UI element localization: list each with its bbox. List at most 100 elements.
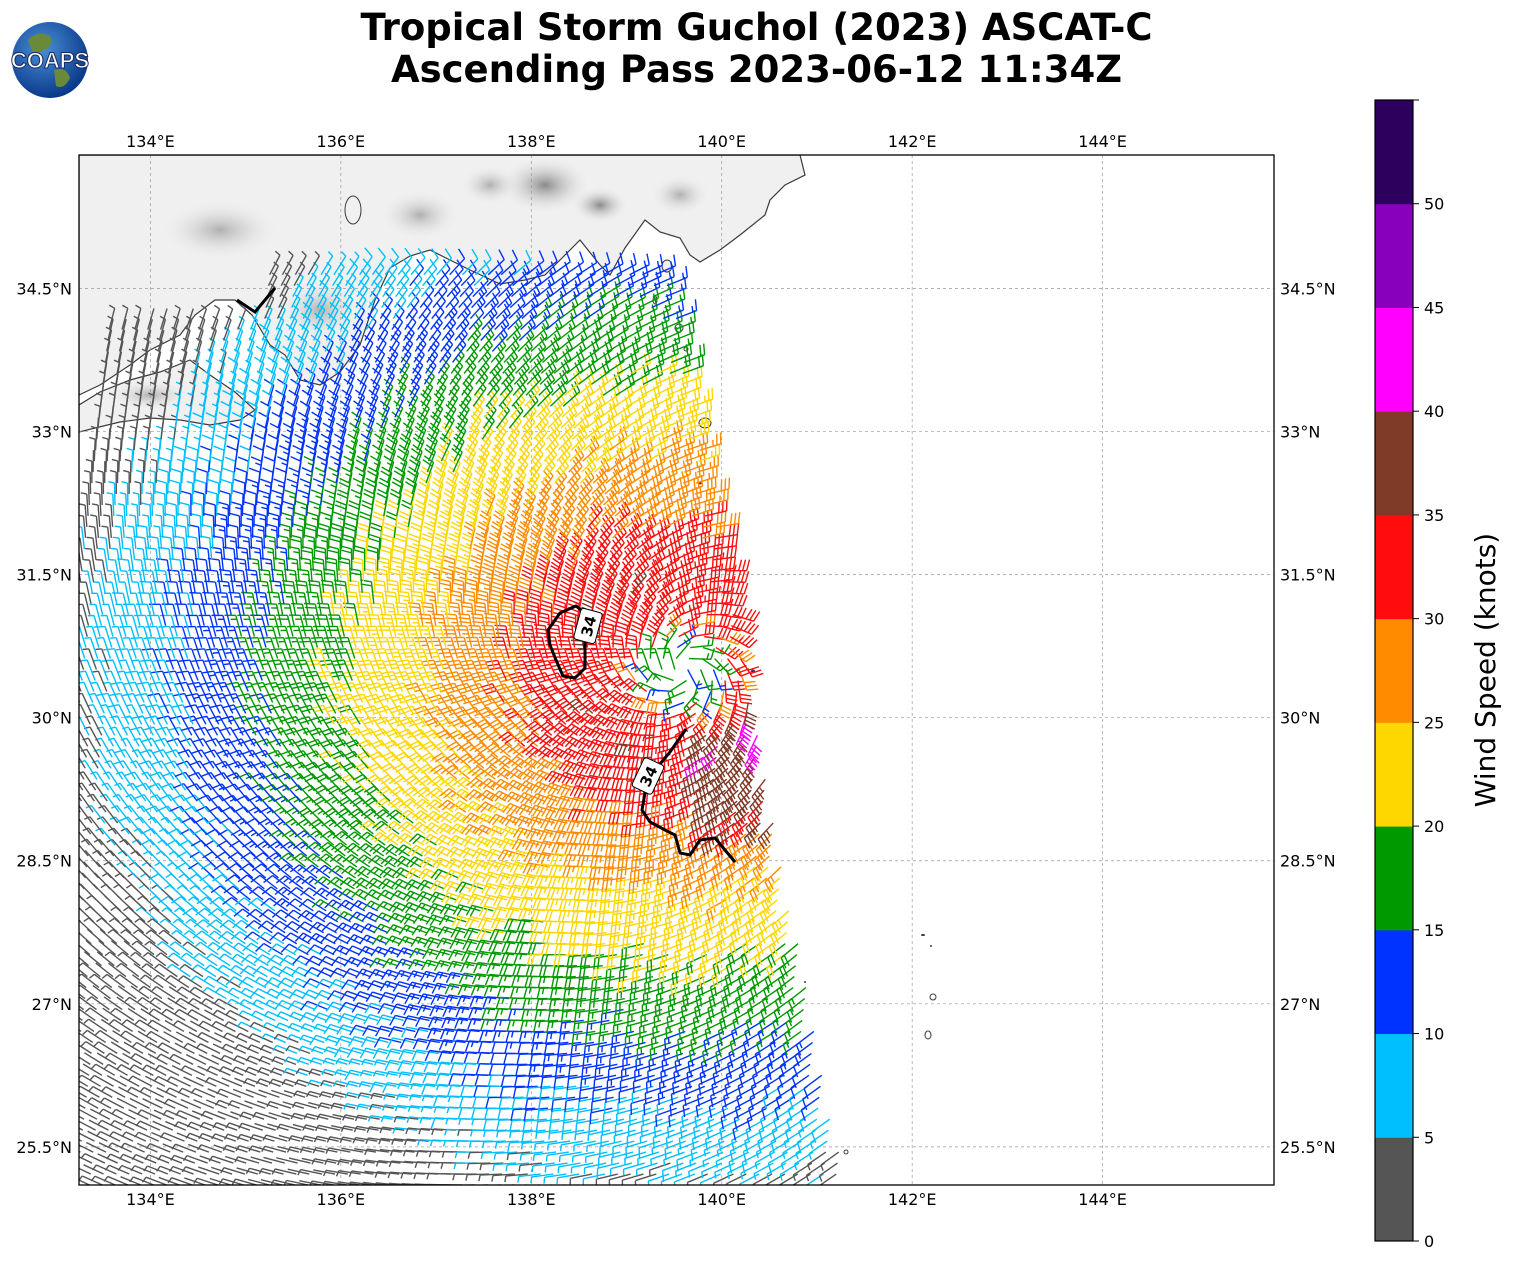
wind-barb (72, 638, 85, 659)
wind-barb (624, 1042, 645, 1059)
wind-barb (784, 1130, 803, 1148)
wind-barb (97, 817, 116, 834)
wind-barb (92, 851, 112, 867)
wind-barb (545, 910, 570, 921)
wind-barb (464, 1052, 490, 1063)
wind-barb (84, 817, 103, 834)
lat-tick-label-right: 33°N (1280, 423, 1320, 442)
island (925, 1031, 931, 1039)
wind-barb (491, 1053, 516, 1064)
wind-barb (744, 702, 756, 729)
island (930, 994, 936, 1000)
wind-barb (128, 873, 149, 888)
wind-barb (83, 828, 103, 845)
wind-barb (512, 976, 537, 987)
wind-barb (501, 1075, 526, 1087)
lat-tick-label-right: 30°N (1280, 709, 1320, 728)
wind-barb (605, 1097, 627, 1114)
wind-barb (350, 638, 368, 659)
wind-barb (156, 851, 177, 867)
wind-barb (414, 335, 426, 362)
wind-barb (375, 638, 393, 659)
wind-barb (379, 303, 391, 330)
wind-barb (569, 686, 594, 702)
colorbar-bin (1375, 204, 1413, 308)
wind-barb (629, 735, 654, 746)
wind-barb (601, 1130, 623, 1147)
wind-barb (556, 933, 581, 945)
wind-barb (542, 944, 567, 955)
wind-barb (518, 1174, 541, 1183)
wind-barb (628, 1010, 649, 1027)
wind-barb (522, 1010, 547, 1021)
wind-barb (634, 1075, 655, 1093)
wind-barb (89, 783, 107, 801)
wind-barb (539, 966, 564, 977)
wind-barb (623, 1053, 644, 1070)
wind-barb (129, 862, 150, 878)
wind-barb (392, 478, 403, 505)
wind-barb (631, 1097, 652, 1115)
wind-barb (540, 544, 552, 571)
wind-barb (475, 1075, 500, 1086)
wind-barb (503, 1064, 528, 1076)
wind-barb (66, 761, 84, 780)
colorbar-bin (1375, 307, 1413, 411)
wind-barb (297, 1057, 321, 1064)
wind-barb (764, 1185, 783, 1202)
wind-barb (603, 1108, 625, 1125)
wind-barb (84, 862, 99, 878)
wind-barb (707, 604, 732, 615)
wind-barb (647, 620, 659, 647)
wind-barb (155, 862, 176, 877)
lat-tick-label-left: 28.5°N (16, 852, 72, 871)
wind-barb (169, 638, 187, 659)
wind-barb (492, 1042, 517, 1053)
wind-barb (632, 1086, 653, 1104)
wind-barb (711, 680, 722, 706)
wind-barb (182, 638, 200, 659)
wind-barb (123, 907, 145, 922)
wind-barb (721, 594, 747, 605)
wind-barb (635, 1064, 656, 1082)
lat-tick-label-right: 34.5°N (1280, 280, 1336, 299)
wind-barb (474, 1086, 499, 1097)
wind-barb (647, 1185, 668, 1198)
lat-tick-label-right: 25.5°N (1280, 1138, 1336, 1157)
wind-barb (494, 1020, 519, 1031)
wind-barb (607, 1075, 629, 1091)
wind-barb (646, 673, 673, 682)
colorbar-tick-label: 50 (1424, 195, 1444, 214)
wind-barb (577, 856, 602, 867)
wind-barb (137, 806, 156, 823)
wind-barb (298, 638, 316, 659)
colorbar-tick-label: 30 (1424, 610, 1444, 629)
wind-barb (234, 638, 252, 659)
wind-barb (362, 638, 380, 659)
wind-barb (479, 637, 496, 658)
wind-barb (582, 1185, 604, 1196)
wind-barb (751, 1185, 770, 1201)
wind-barb (608, 1185, 629, 1197)
wind-barb (530, 932, 556, 943)
wind-barb (610, 1053, 632, 1069)
colorbar-bin (1375, 619, 1413, 723)
wind-barb (619, 1086, 640, 1103)
wind-barb (405, 478, 416, 505)
wind-barb (125, 896, 146, 911)
lat-tick-label-left: 31.5°N (16, 566, 72, 585)
wind-barb (520, 1152, 543, 1160)
wind-barb (158, 840, 178, 856)
wind-barb (114, 783, 133, 801)
wind-barb (641, 1010, 662, 1028)
wind-barb (390, 324, 401, 351)
wind-barb (324, 638, 342, 659)
wind-barb (630, 723, 656, 734)
wind-barb (793, 1163, 812, 1181)
wind-barb (430, 489, 441, 516)
wind-barb (378, 313, 389, 340)
colorbar-bin (1375, 100, 1413, 204)
wind-barb (636, 1053, 657, 1071)
wind-barb (525, 976, 550, 987)
wind-barb (105, 851, 125, 867)
